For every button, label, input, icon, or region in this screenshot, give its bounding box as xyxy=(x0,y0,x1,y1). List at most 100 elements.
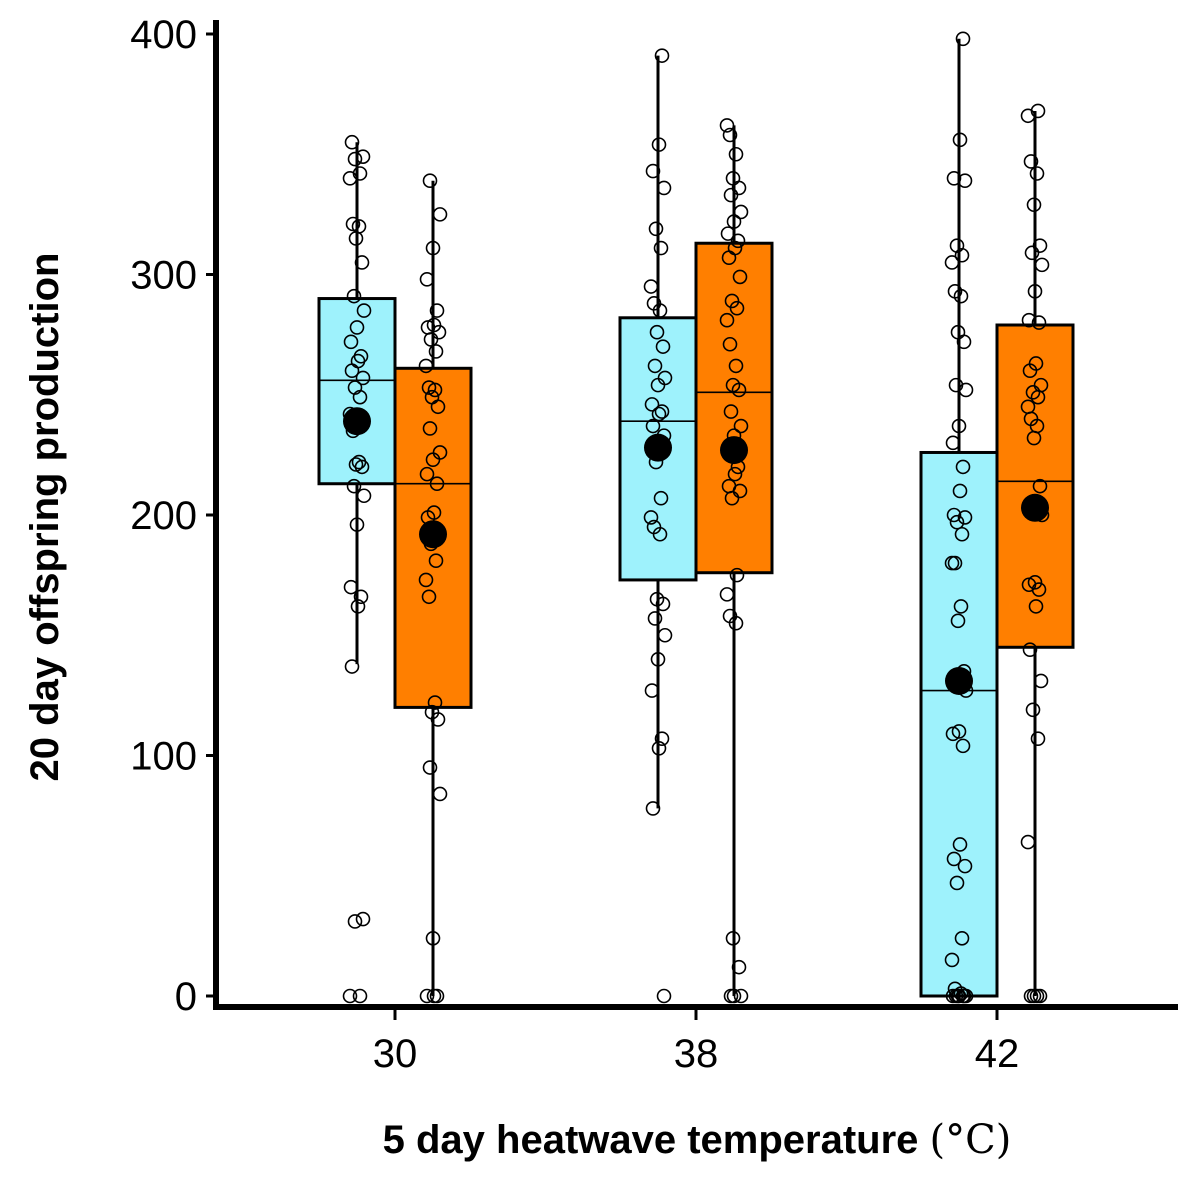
data-point xyxy=(432,445,448,460)
x-axis-title: 5 day heatwave temperature (°C) xyxy=(383,1117,1012,1163)
data-point xyxy=(1020,834,1036,850)
data-point xyxy=(728,146,744,162)
data-point xyxy=(946,851,962,867)
data-point xyxy=(355,149,371,164)
data-point xyxy=(426,317,442,333)
data-point xyxy=(418,358,434,374)
data-point xyxy=(957,510,973,525)
data-point xyxy=(349,517,365,532)
data-point xyxy=(1028,356,1044,371)
data-point xyxy=(657,370,673,386)
box-group-orange-30 xyxy=(393,173,473,1004)
data-point xyxy=(343,334,359,350)
data-point xyxy=(1025,385,1041,400)
data-point xyxy=(425,240,441,256)
data-point xyxy=(950,324,966,340)
box xyxy=(995,323,1075,649)
data-point xyxy=(350,599,366,614)
data-point xyxy=(344,134,360,150)
data-point xyxy=(656,988,672,1004)
data-point xyxy=(733,988,749,1004)
data-point xyxy=(950,988,966,1004)
data-point xyxy=(730,233,746,249)
box-group-cyan-38 xyxy=(618,48,698,1004)
data-point xyxy=(721,478,737,494)
data-point xyxy=(422,421,438,436)
data-point xyxy=(725,930,741,946)
data-point xyxy=(421,380,437,395)
data-point xyxy=(655,339,671,354)
box-group-orange-42 xyxy=(995,103,1075,1004)
data-point xyxy=(351,454,367,470)
data-point xyxy=(722,608,738,624)
data-point xyxy=(1027,284,1043,299)
data-point xyxy=(419,988,435,1004)
data-point xyxy=(423,332,439,347)
y-tick-label: 300 xyxy=(130,254,197,298)
y-tick-label: 0 xyxy=(175,975,197,1019)
data-point xyxy=(1026,197,1042,213)
y-tick-label: 100 xyxy=(130,735,197,779)
data-point xyxy=(954,930,970,946)
box-group-cyan-42 xyxy=(919,31,999,1004)
data-point xyxy=(426,505,442,520)
data-point xyxy=(724,293,740,309)
data-point xyxy=(956,988,972,1004)
box xyxy=(694,241,774,575)
data-point xyxy=(946,507,962,523)
data-point xyxy=(347,914,363,929)
data-point xyxy=(422,760,438,775)
data-point xyxy=(424,704,440,720)
data-point xyxy=(1029,988,1045,1004)
data-point xyxy=(650,651,666,667)
data-point xyxy=(957,858,973,874)
data-point xyxy=(731,959,747,975)
data-point xyxy=(733,418,749,434)
data-point xyxy=(644,397,660,412)
data-point xyxy=(726,214,742,229)
data-point xyxy=(429,988,445,1004)
x-tick-label: 30 xyxy=(373,1032,418,1076)
data-point xyxy=(349,320,365,335)
data-point xyxy=(651,137,667,152)
data-point xyxy=(347,151,363,167)
data-point xyxy=(352,166,368,181)
data-point xyxy=(1032,238,1048,253)
data-point xyxy=(653,240,669,256)
data-point xyxy=(955,459,971,475)
data-point xyxy=(1032,478,1048,494)
data-point xyxy=(656,180,672,196)
data-point xyxy=(1020,399,1036,415)
data-point xyxy=(949,514,965,530)
data-point xyxy=(952,837,968,852)
data-point xyxy=(1022,642,1038,657)
x-tick-label: 38 xyxy=(674,1032,719,1076)
data-point xyxy=(719,118,735,133)
data-point xyxy=(648,221,664,237)
data-point xyxy=(428,344,444,359)
mean-point xyxy=(419,520,447,549)
data-point xyxy=(342,988,358,1004)
data-point xyxy=(729,300,745,316)
data-point xyxy=(1030,731,1046,746)
mean-point xyxy=(644,433,672,462)
mean-point xyxy=(343,407,371,436)
data-point xyxy=(419,466,435,482)
mean-point xyxy=(1021,493,1049,522)
data-point xyxy=(732,269,748,285)
data-point xyxy=(733,204,749,220)
data-point xyxy=(418,572,434,588)
data-point xyxy=(948,377,964,393)
data-point xyxy=(345,216,361,232)
mean-point xyxy=(720,436,748,465)
data-point xyxy=(1029,166,1045,181)
data-point xyxy=(725,171,741,186)
data-point xyxy=(432,786,448,802)
data-point xyxy=(646,296,662,311)
data-point xyxy=(645,801,661,816)
data-point xyxy=(722,336,738,352)
data-point xyxy=(647,611,663,626)
data-point xyxy=(647,358,663,374)
data-point xyxy=(1025,702,1041,718)
data-point xyxy=(1024,245,1040,261)
